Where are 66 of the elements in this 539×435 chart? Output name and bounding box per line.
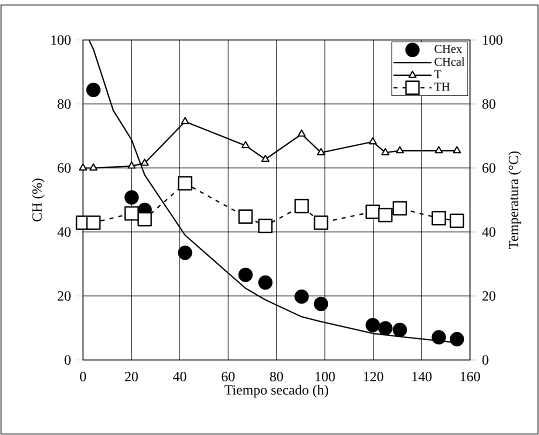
point bbox=[86, 216, 101, 230]
x-tick-label: 100 bbox=[316, 372, 335, 382]
y2-tick-label: 0 bbox=[482, 355, 488, 365]
point bbox=[316, 148, 326, 156]
point bbox=[366, 318, 380, 332]
x-tick-label: 80 bbox=[270, 372, 283, 382]
point bbox=[238, 209, 253, 224]
point bbox=[432, 330, 446, 344]
x-tick-label: 60 bbox=[222, 372, 235, 382]
point bbox=[298, 129, 306, 137]
x-tick-label: 40 bbox=[173, 372, 186, 382]
x-tick-label: 0 bbox=[80, 372, 86, 382]
point bbox=[258, 275, 273, 290]
point bbox=[258, 218, 273, 234]
y2-tick-label: 80 bbox=[482, 99, 496, 109]
point bbox=[238, 268, 253, 282]
point bbox=[396, 146, 404, 154]
point bbox=[378, 208, 393, 222]
x-tick-label: 120 bbox=[364, 372, 384, 382]
y-tick-label: 0 bbox=[64, 355, 71, 365]
point bbox=[452, 146, 462, 154]
y2-tick-label: 40 bbox=[482, 227, 496, 237]
point bbox=[368, 137, 377, 144]
point bbox=[89, 163, 98, 171]
y2-tick-label: 100 bbox=[483, 35, 502, 45]
y2-axis-title: Temperatura (°C) bbox=[508, 151, 522, 249]
legend-label: CHex bbox=[434, 44, 462, 53]
point bbox=[140, 158, 149, 166]
x-tick-label: 20 bbox=[124, 372, 138, 382]
point bbox=[178, 246, 192, 260]
point bbox=[181, 116, 190, 124]
legend-label: T bbox=[434, 70, 442, 78]
y-tick-label: 80 bbox=[58, 99, 71, 109]
point bbox=[450, 332, 464, 346]
y-tick-label: 40 bbox=[57, 227, 71, 237]
y2-tick-label: 20 bbox=[482, 291, 496, 301]
point bbox=[366, 204, 380, 220]
point bbox=[137, 212, 152, 226]
legend-label: TH bbox=[434, 82, 450, 91]
point bbox=[128, 161, 136, 169]
point bbox=[294, 198, 309, 214]
point bbox=[434, 146, 443, 154]
point bbox=[392, 201, 408, 216]
y2-tick-label: 60 bbox=[482, 163, 496, 173]
y-tick-label: 20 bbox=[58, 291, 71, 301]
point bbox=[178, 176, 192, 191]
point bbox=[241, 140, 250, 148]
point bbox=[450, 214, 464, 228]
point bbox=[432, 211, 446, 226]
point bbox=[392, 322, 408, 338]
legend-label: CHcal bbox=[434, 57, 465, 66]
x-tick-label: 160 bbox=[460, 372, 480, 382]
x-tick-label: 140 bbox=[412, 372, 432, 382]
point bbox=[261, 154, 270, 162]
point bbox=[294, 289, 309, 304]
y-axis-title: CH (%) bbox=[32, 178, 45, 222]
point bbox=[378, 321, 392, 336]
point bbox=[314, 296, 328, 312]
y-tick-label: 60 bbox=[58, 163, 71, 173]
point bbox=[124, 190, 139, 205]
point bbox=[86, 82, 101, 98]
point bbox=[381, 148, 390, 156]
point bbox=[314, 216, 328, 230]
x-axis-title: Tiempo secado (h) bbox=[224, 384, 328, 398]
y-tick-label: 100 bbox=[51, 35, 71, 45]
point bbox=[124, 206, 139, 221]
